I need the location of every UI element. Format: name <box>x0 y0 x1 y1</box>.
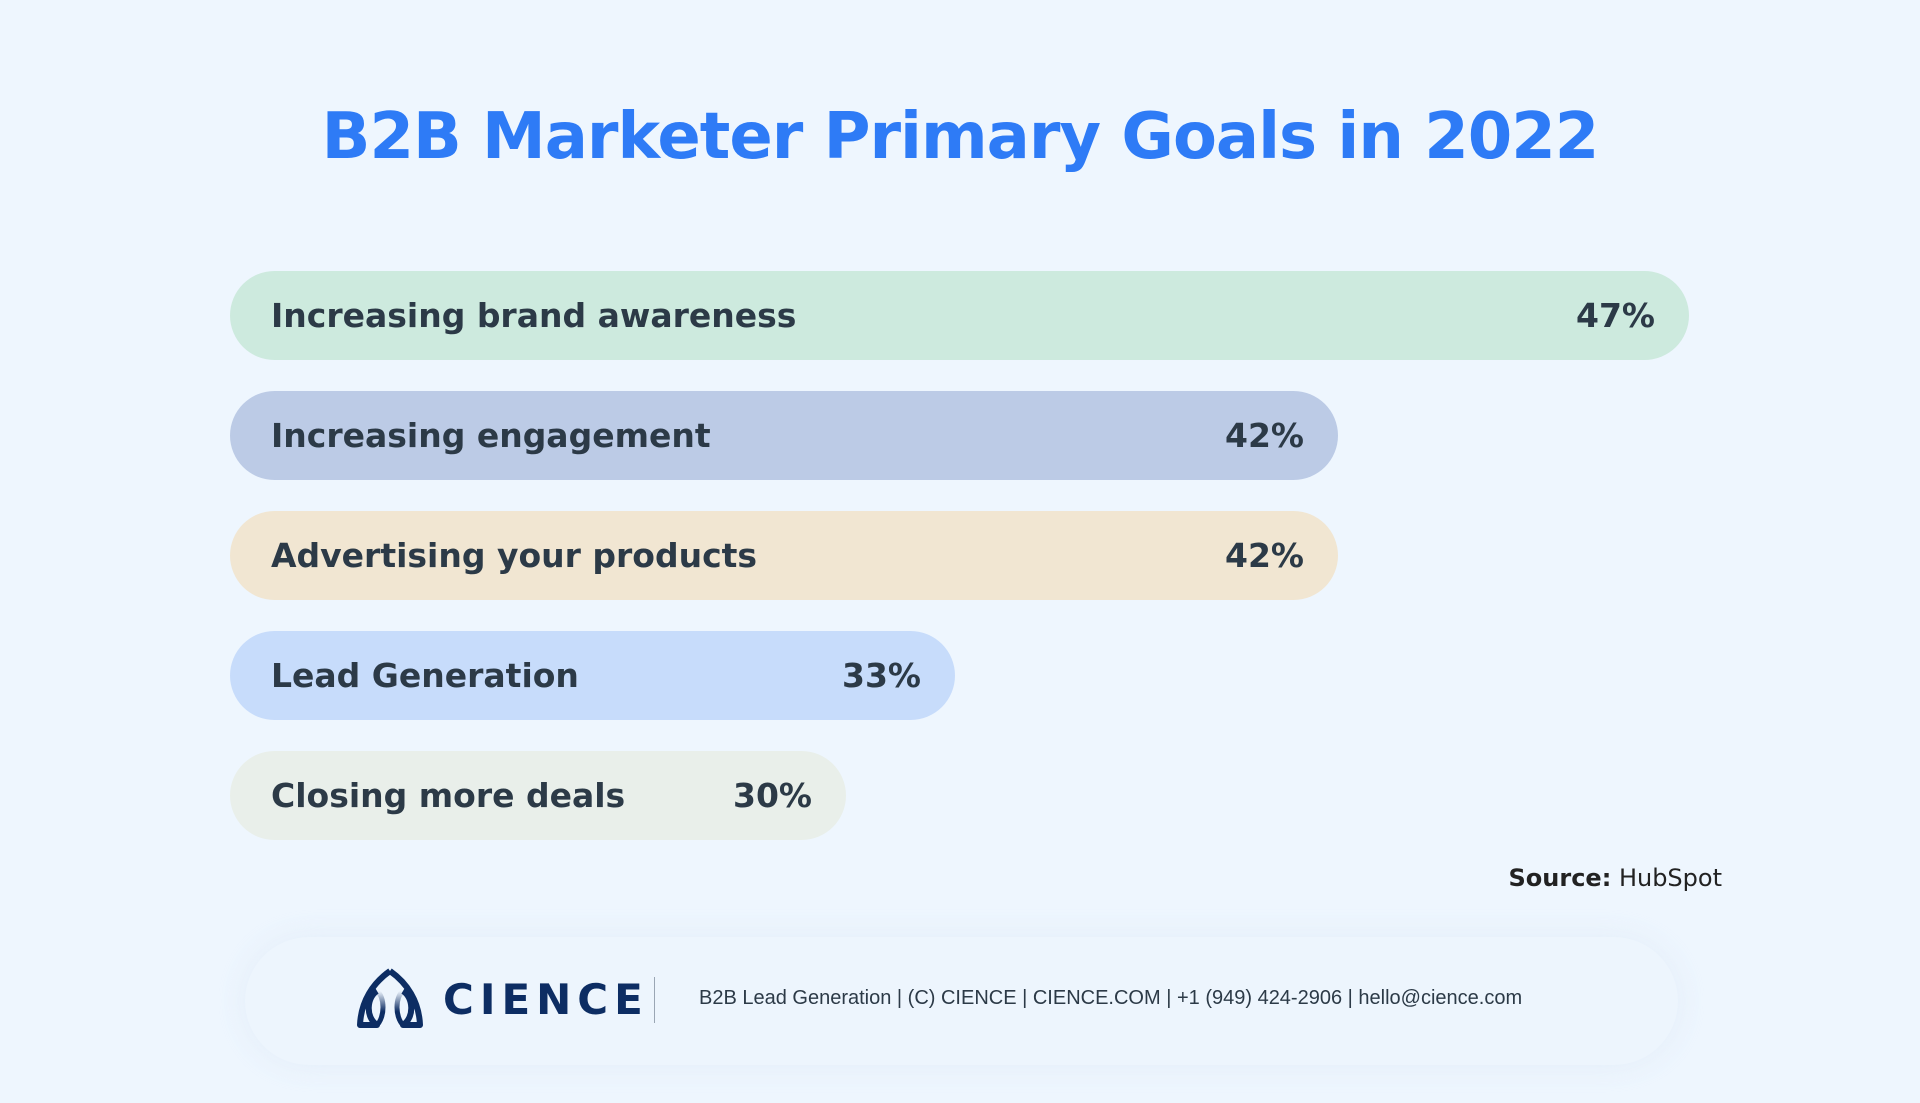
bar-value-label: 47% <box>1576 296 1655 335</box>
bar: Increasing engagement 42% <box>230 391 1338 480</box>
cience-logo-icon <box>357 968 423 1028</box>
bar-label: Lead Generation <box>271 656 579 695</box>
source-label: Source: <box>1508 864 1612 892</box>
bar: Lead Generation 33% <box>230 631 955 720</box>
divider <box>654 977 655 1023</box>
bar-value-label: 33% <box>842 656 921 695</box>
bar-label: Increasing brand awareness <box>271 296 797 335</box>
bar-value-label: 42% <box>1225 416 1304 455</box>
bar-value-label: 30% <box>733 776 812 815</box>
source-note: Source: HubSpot <box>1509 864 1723 892</box>
bar-value-label: 42% <box>1225 536 1304 575</box>
chart-title: B2B Marketer Primary Goals in 2022 <box>321 100 1600 174</box>
bar-label: Increasing engagement <box>271 416 711 455</box>
bar-label: Advertising your products <box>271 536 758 575</box>
bar: Advertising your products 42% <box>230 511 1338 600</box>
bar: Closing more deals 30% <box>230 751 846 840</box>
footer-contact: B2B Lead Generation | (C) CIENCE | CIENC… <box>699 987 1523 1009</box>
footer: CIENCE B2B Lead Generation | (C) CIENCE … <box>245 937 1678 1065</box>
bar-label: Closing more deals <box>271 776 626 815</box>
source-value: HubSpot <box>1618 864 1722 892</box>
brand-name: CIENCE <box>443 975 649 1024</box>
bar: Increasing brand awareness 47% <box>230 271 1689 360</box>
